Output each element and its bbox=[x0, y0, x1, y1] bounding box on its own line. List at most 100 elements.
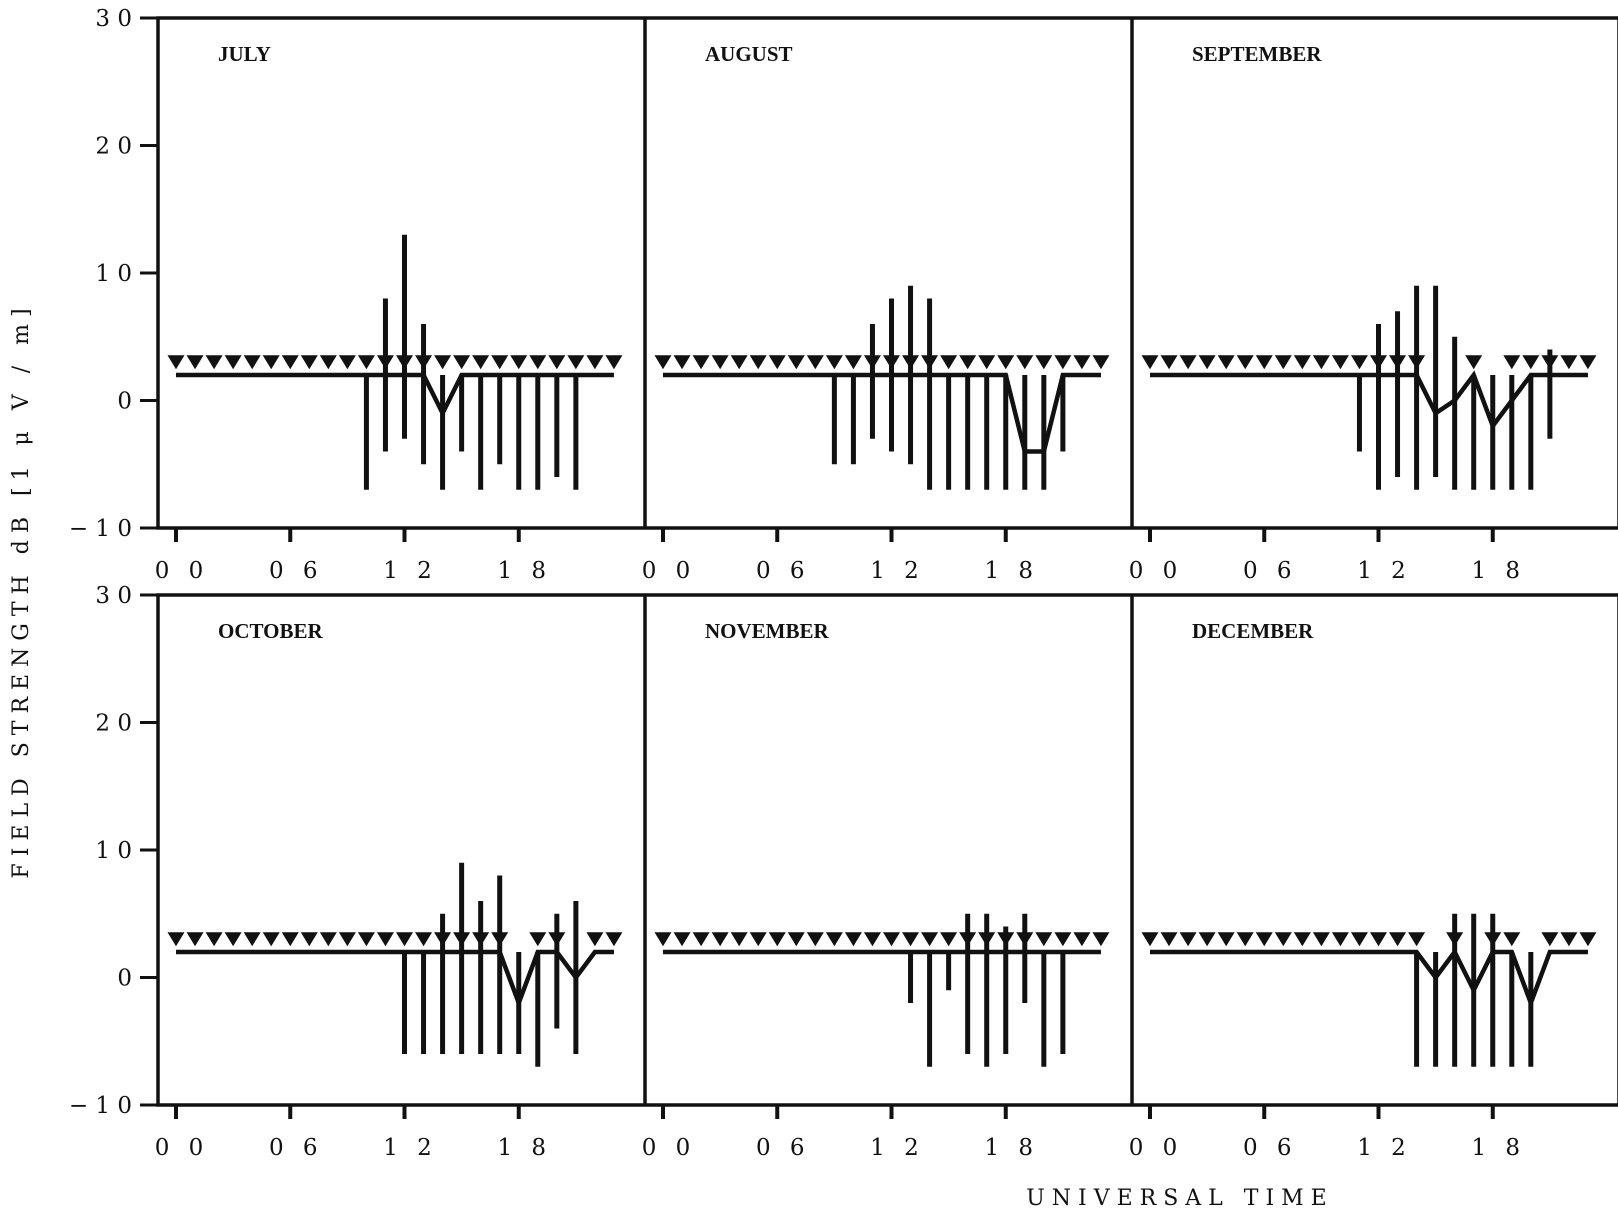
x-axis-title: UNIVERSAL TIME bbox=[1026, 1186, 1334, 1211]
no-signal-marker bbox=[357, 932, 375, 947]
no-signal-marker bbox=[940, 932, 958, 947]
no-signal-marker bbox=[883, 355, 900, 370]
x-tick-label: 0 6 bbox=[1243, 1135, 1298, 1161]
no-signal-marker bbox=[1293, 355, 1311, 370]
no-signal-marker bbox=[1389, 932, 1407, 947]
panel-title: AUGUST bbox=[705, 42, 793, 66]
no-signal-marker bbox=[1179, 932, 1197, 947]
no-signal-marker bbox=[997, 932, 1015, 947]
no-signal-marker bbox=[825, 355, 843, 370]
no-signal-marker bbox=[586, 932, 604, 947]
no-signal-marker bbox=[186, 355, 204, 370]
no-signal-marker bbox=[1198, 932, 1216, 947]
no-signal-marker bbox=[1370, 355, 1387, 370]
panel-title: NOVEMBER bbox=[705, 619, 830, 643]
no-signal-marker bbox=[262, 932, 280, 947]
x-tick-label: 1 2 bbox=[870, 1135, 925, 1161]
no-signal-marker bbox=[1389, 355, 1407, 370]
no-signal-marker bbox=[711, 932, 729, 947]
no-signal-marker bbox=[1541, 355, 1559, 370]
no-signal-marker bbox=[768, 932, 786, 947]
no-signal-marker bbox=[978, 355, 996, 370]
no-signal-marker bbox=[396, 355, 413, 370]
no-signal-marker bbox=[902, 932, 920, 947]
no-signal-marker bbox=[730, 932, 748, 947]
no-signal-marker bbox=[434, 355, 452, 370]
no-signal-marker bbox=[997, 355, 1015, 370]
panel-title: DECEMBER bbox=[1192, 619, 1314, 643]
no-signal-marker bbox=[281, 932, 299, 947]
no-signal-marker bbox=[376, 932, 394, 947]
median-line bbox=[1150, 370, 1588, 431]
no-signal-marker bbox=[1293, 932, 1311, 947]
no-signal-marker bbox=[1560, 932, 1578, 947]
no-signal-marker bbox=[787, 355, 805, 370]
x-tick-label: 1 8 bbox=[984, 1135, 1039, 1161]
panel-title: OCTOBER bbox=[218, 619, 323, 643]
no-signal-marker bbox=[654, 355, 672, 370]
no-signal-marker bbox=[1054, 932, 1072, 947]
panel-title: SEPTEMBER bbox=[1192, 42, 1322, 66]
no-signal-marker bbox=[959, 355, 977, 370]
y-tick-label: − 1 0 bbox=[69, 516, 132, 542]
no-signal-marker bbox=[1073, 355, 1091, 370]
x-tick-label: 0 6 bbox=[269, 558, 324, 584]
no-signal-marker bbox=[1541, 932, 1559, 947]
no-signal-marker bbox=[300, 932, 318, 947]
no-signal-marker bbox=[1255, 932, 1273, 947]
no-signal-marker bbox=[806, 932, 824, 947]
median-line bbox=[176, 949, 614, 1010]
no-signal-marker bbox=[567, 355, 585, 370]
no-signal-marker bbox=[1503, 355, 1521, 370]
no-signal-marker bbox=[415, 932, 433, 947]
x-tick-label: 0 6 bbox=[756, 1135, 811, 1161]
no-signal-marker bbox=[1141, 355, 1159, 370]
no-signal-marker bbox=[472, 355, 490, 370]
y-tick-label: 1 0 bbox=[95, 261, 132, 287]
y-tick-label: 2 0 bbox=[95, 134, 132, 160]
no-signal-marker bbox=[1350, 355, 1368, 370]
y-tick-label: 0 bbox=[117, 389, 132, 415]
no-signal-marker bbox=[1503, 932, 1521, 947]
no-signal-marker bbox=[730, 355, 748, 370]
x-tick-label: 0 6 bbox=[756, 558, 811, 584]
no-signal-marker bbox=[548, 355, 566, 370]
no-signal-marker bbox=[1179, 355, 1197, 370]
no-signal-marker bbox=[319, 932, 337, 947]
no-signal-marker bbox=[1446, 932, 1464, 947]
no-signal-marker bbox=[338, 355, 356, 370]
no-signal-marker bbox=[472, 932, 490, 947]
no-signal-marker bbox=[844, 932, 862, 947]
no-signal-marker bbox=[1054, 355, 1072, 370]
x-tick-label: 0 0 bbox=[155, 1135, 210, 1161]
y-tick-label: 3 0 bbox=[95, 6, 132, 32]
no-signal-marker bbox=[902, 355, 920, 370]
no-signal-marker bbox=[1579, 932, 1597, 947]
x-tick-label: 0 0 bbox=[155, 558, 210, 584]
data-marks bbox=[167, 234, 1597, 1067]
x-tick-label: 1 2 bbox=[1357, 1135, 1412, 1161]
no-signal-marker bbox=[510, 355, 528, 370]
no-signal-marker bbox=[453, 355, 471, 370]
no-signal-marker bbox=[1312, 355, 1330, 370]
no-signal-marker bbox=[749, 355, 767, 370]
no-signal-marker bbox=[1255, 355, 1273, 370]
no-signal-marker bbox=[863, 932, 881, 947]
no-signal-marker bbox=[978, 932, 996, 947]
x-tick-label: 0 0 bbox=[1129, 1135, 1184, 1161]
no-signal-marker bbox=[376, 355, 394, 370]
no-signal-marker bbox=[1522, 355, 1540, 370]
no-signal-marker bbox=[1092, 355, 1110, 370]
no-signal-marker bbox=[1236, 932, 1254, 947]
no-signal-marker bbox=[692, 932, 710, 947]
median-line bbox=[1150, 947, 1588, 1010]
no-signal-marker bbox=[768, 355, 786, 370]
no-signal-marker bbox=[921, 355, 939, 370]
no-signal-marker bbox=[357, 355, 375, 370]
no-signal-marker bbox=[548, 932, 566, 947]
y-tick-label: 3 0 bbox=[95, 583, 132, 609]
no-signal-marker bbox=[167, 932, 185, 947]
no-signal-marker bbox=[1274, 932, 1292, 947]
y-tick-label: 2 0 bbox=[95, 711, 132, 737]
